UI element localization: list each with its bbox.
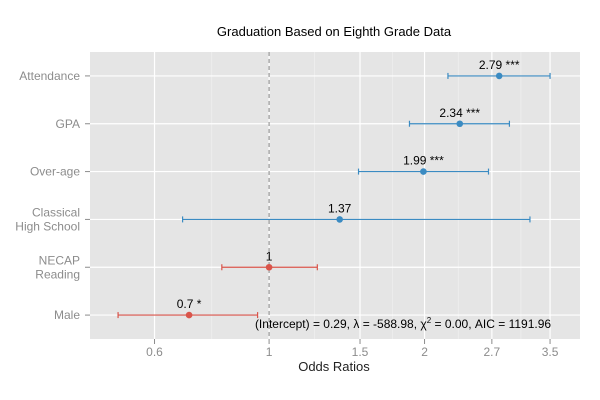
data-label: 1 [266, 249, 273, 263]
x-tick-label: 3.5 [542, 345, 559, 359]
y-ticks [85, 75, 90, 316]
x-tick-label: 1 [266, 345, 273, 359]
plot-panel [90, 52, 580, 339]
point-estimate [265, 263, 273, 271]
data-label: 1.99 *** [403, 154, 444, 168]
category-label: Classical High School [15, 205, 80, 233]
x-tick-label: 2.7 [484, 345, 501, 359]
data-labels: 2.79 *** 2.34 *** 1.99 *** 1.37 1 0.7 * [177, 58, 520, 311]
category-label: Male [54, 308, 80, 322]
x-tick-label: 1.5 [352, 345, 369, 359]
point-estimate [336, 216, 343, 223]
category-label: NECAP Reading [35, 253, 80, 281]
point-estimates [185, 72, 503, 319]
error-bar [181, 216, 531, 223]
point-estimate [185, 311, 193, 319]
data-label: 0.7 * [177, 297, 202, 311]
x-tick-labels: 0.6 1 1.5 2 2.7 3.5 [146, 345, 559, 359]
data-label: 2.79 *** [479, 58, 520, 72]
minor-gridlines [211, 52, 522, 339]
category-labels: Attendance GPA Over-age Classical High Schoo… [15, 69, 80, 322]
category-label: Attendance [19, 69, 80, 83]
data-label: 2.34 *** [439, 106, 480, 120]
category-label: Over-age [30, 165, 80, 179]
category-label: GPA [56, 117, 80, 131]
point-estimate [420, 168, 427, 175]
x-tick-label: 0.6 [146, 345, 163, 359]
x-ticks [154, 339, 551, 344]
model-annotation: (Intercept) = 0.29, λ = -588.98, χ2 = 0.… [255, 316, 551, 331]
x-axis-title: Odds Ratios [298, 359, 370, 374]
point-estimate [456, 120, 464, 128]
chart-title: Graduation Based on Eighth Grade Data [217, 24, 452, 39]
data-label: 1.37 [328, 201, 352, 215]
point-estimate [495, 72, 503, 80]
x-tick-label: 2 [421, 345, 428, 359]
